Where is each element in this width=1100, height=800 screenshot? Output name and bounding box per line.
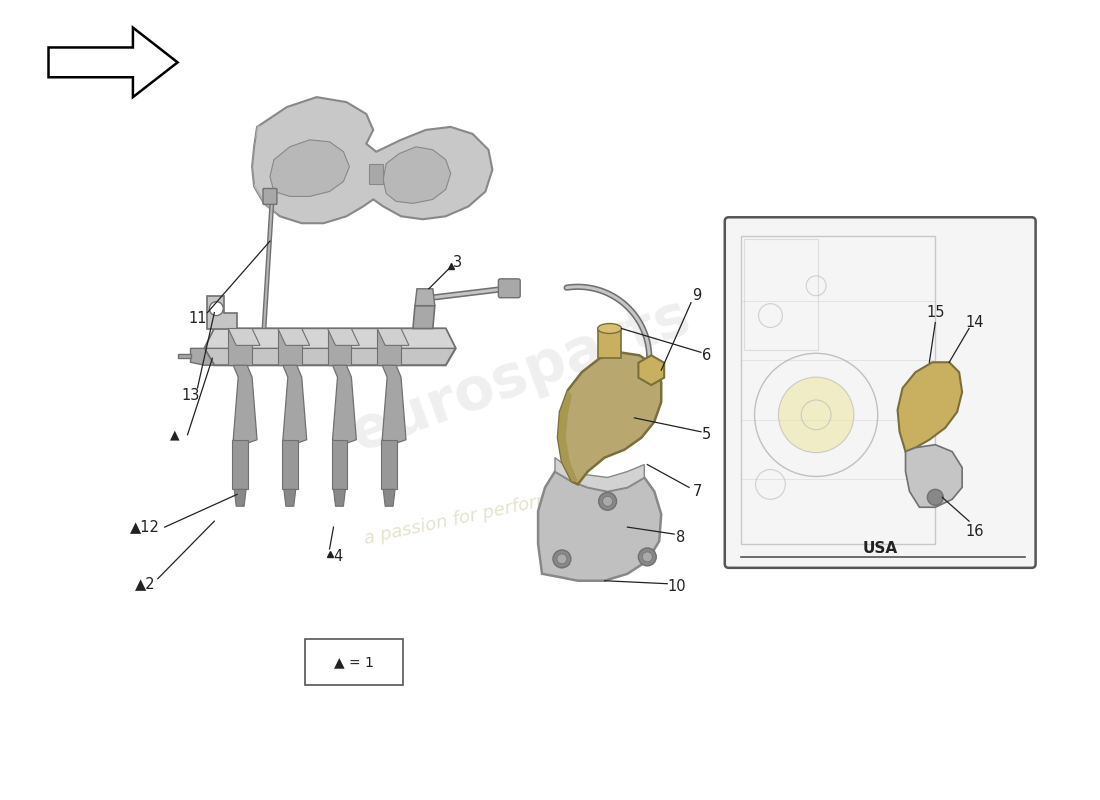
Polygon shape: [332, 366, 356, 445]
Polygon shape: [270, 140, 350, 197]
Circle shape: [779, 377, 854, 453]
Polygon shape: [331, 440, 348, 490]
Text: 11: 11: [188, 311, 207, 326]
Polygon shape: [905, 445, 962, 507]
Text: 16: 16: [966, 523, 984, 538]
Text: 3: 3: [453, 255, 462, 270]
Polygon shape: [278, 329, 301, 366]
Text: 7: 7: [692, 484, 702, 499]
Text: 6: 6: [702, 348, 712, 363]
FancyBboxPatch shape: [498, 279, 520, 298]
Polygon shape: [333, 490, 345, 506]
Polygon shape: [282, 440, 298, 490]
Text: ▲: ▲: [169, 428, 179, 442]
Polygon shape: [383, 146, 451, 203]
Text: a passion for performance: a passion for performance: [363, 481, 598, 548]
Polygon shape: [538, 471, 661, 581]
Polygon shape: [177, 354, 190, 358]
Polygon shape: [558, 390, 578, 482]
Text: eurosparts: eurosparts: [342, 287, 697, 463]
Polygon shape: [48, 28, 177, 97]
Text: 15: 15: [926, 305, 945, 320]
Polygon shape: [205, 329, 455, 348]
Circle shape: [598, 492, 616, 510]
Polygon shape: [382, 440, 397, 490]
Polygon shape: [638, 355, 664, 385]
Text: USA: USA: [862, 542, 898, 557]
Polygon shape: [190, 348, 214, 366]
Polygon shape: [383, 490, 395, 506]
Polygon shape: [377, 329, 409, 346]
Circle shape: [209, 302, 223, 315]
Polygon shape: [284, 490, 296, 506]
Polygon shape: [252, 97, 493, 223]
Polygon shape: [233, 366, 257, 445]
Circle shape: [553, 550, 571, 568]
Circle shape: [638, 548, 657, 566]
Text: 14: 14: [966, 315, 984, 330]
Text: 10: 10: [668, 579, 686, 594]
Text: 9: 9: [692, 288, 702, 303]
Polygon shape: [328, 329, 351, 366]
Polygon shape: [556, 458, 645, 491]
Text: ▲2: ▲2: [134, 576, 155, 591]
Polygon shape: [898, 362, 962, 452]
Polygon shape: [229, 329, 252, 366]
Text: 8: 8: [676, 530, 685, 545]
Polygon shape: [234, 490, 246, 506]
Circle shape: [642, 552, 652, 562]
Polygon shape: [558, 352, 661, 485]
Polygon shape: [232, 440, 249, 490]
Polygon shape: [205, 329, 455, 366]
FancyBboxPatch shape: [263, 189, 277, 204]
Text: ▲12: ▲12: [130, 520, 159, 534]
Circle shape: [927, 490, 944, 506]
Polygon shape: [278, 329, 310, 346]
Text: 5: 5: [702, 427, 712, 442]
Ellipse shape: [597, 323, 622, 334]
Polygon shape: [597, 329, 622, 358]
Polygon shape: [370, 164, 383, 183]
Polygon shape: [283, 366, 307, 445]
Polygon shape: [377, 329, 402, 366]
Polygon shape: [415, 289, 434, 306]
Polygon shape: [328, 329, 360, 346]
Polygon shape: [229, 329, 260, 346]
Circle shape: [603, 496, 613, 506]
FancyBboxPatch shape: [305, 639, 403, 685]
Polygon shape: [382, 366, 406, 445]
Circle shape: [557, 554, 566, 564]
Text: ▲ = 1: ▲ = 1: [334, 655, 374, 669]
Polygon shape: [252, 124, 279, 216]
Text: 13: 13: [182, 387, 200, 402]
Text: 4: 4: [333, 550, 343, 565]
FancyBboxPatch shape: [725, 218, 1035, 568]
Polygon shape: [208, 296, 238, 329]
Polygon shape: [412, 306, 434, 329]
